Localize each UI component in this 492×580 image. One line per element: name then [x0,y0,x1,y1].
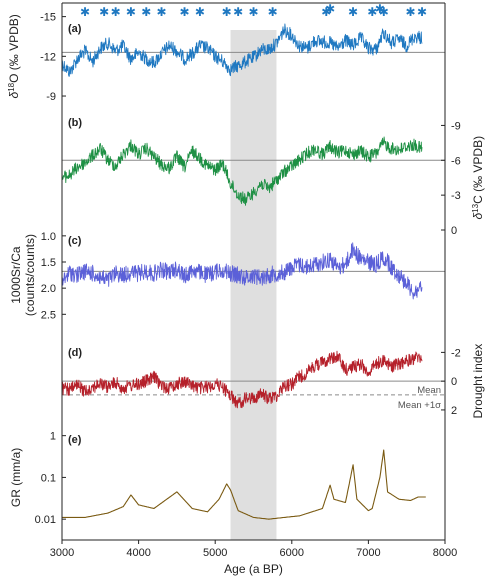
panel-label: (e) [68,434,82,446]
x-tick-label: 3000 [50,547,74,559]
y-axis-title: Drought index [471,344,485,419]
dating-marker: ✱ [379,5,389,19]
y-tick-label: -6 [451,155,461,167]
dating-marker: ✱ [417,5,427,19]
x-axis-title: Age (a BP) [224,562,283,576]
x-tick-label: 5000 [203,547,227,559]
dating-marker: ✱ [111,5,121,19]
y-axis-title: GR (mm/a) [9,448,23,507]
y-tick-label: 2.5 [41,309,56,321]
dating-marker: ✱ [321,5,331,19]
y-tick-label: -15 [40,12,56,24]
panel-label: (d) [68,347,82,359]
panel-c: 1.0 1.5 2.0 2.5 (c) 1000Sr/Ca (counts/counts) [9,231,445,321]
panel-a: -15 -12 -9 (a) δ18O (‰ VPDB) [7,12,445,103]
y-tick-label: 2.0 [41,283,56,295]
series-line [62,449,426,520]
series-line [61,350,423,409]
x-tick-label: 6000 [280,547,304,559]
dating-marker: ✱ [126,5,136,19]
dating-marker: ✱ [222,5,232,19]
y-tick-label: 0 [451,225,457,237]
dating-marker: ✱ [80,5,90,19]
dating-marker: ✱ [233,5,243,19]
y-tick-label: 2 [451,405,457,417]
x-tick-label: 8000 [433,547,457,559]
dating-marker: ✱ [375,2,385,16]
y-tick-label: 1.5 [41,257,56,269]
y-tick-label: 1 [50,431,56,443]
y-tick-label: -3 [451,190,461,202]
dating-marker: ✱ [180,5,190,19]
y-tick-label: 0.1 [41,472,56,484]
y-tick-label: -9 [451,120,461,132]
series-line [61,242,423,300]
y-tick-label: -9 [46,91,56,103]
dating-marker: ✱ [157,5,167,19]
panel-label: (a) [68,23,82,35]
y-tick-label: 0 [451,376,457,388]
shaded-interval [230,30,277,540]
y-tick-label: -2 [451,347,461,359]
panel-label: (c) [68,235,82,247]
series-line [61,136,423,206]
dating-marker: ✱ [268,5,278,19]
x-tick-label: 7000 [356,547,380,559]
y-axis-title-units: (counts/counts) [23,234,37,316]
dating-marker: ✱ [367,5,377,19]
panel-label: (b) [68,117,82,129]
dating-marker: ✱ [99,5,109,19]
mean-plus-sigma-label: Mean +1σ [398,400,441,411]
dating-marker: ✱ [248,5,258,19]
y-tick-label: 0.01 [35,514,56,526]
dating-marker: ✱ [141,5,151,19]
panel-d: -2 0 2 (d) Drought index Mean Mean +1σ [61,344,485,419]
series-line [61,23,423,77]
dating-marker: ✱ [195,5,205,19]
y-tick-label: 1.0 [41,231,56,243]
dating-marker: ✱ [325,2,335,16]
y-axis-title: δ18O (‰ VPDB) [7,14,22,98]
dating-marker: ✱ [405,5,415,19]
mean-line-label: Mean [417,385,441,396]
y-axis-title: 1000Sr/Ca [9,246,23,304]
x-tick-label: 4000 [126,547,150,559]
y-axis-title: δ13C (‰ VPDB) [471,136,486,220]
y-tick-label: -12 [40,51,56,63]
panel-e: 0.01 0.1 1 (e) GR (mm/a) [9,431,426,526]
dating-marker: ✱ [348,5,358,19]
